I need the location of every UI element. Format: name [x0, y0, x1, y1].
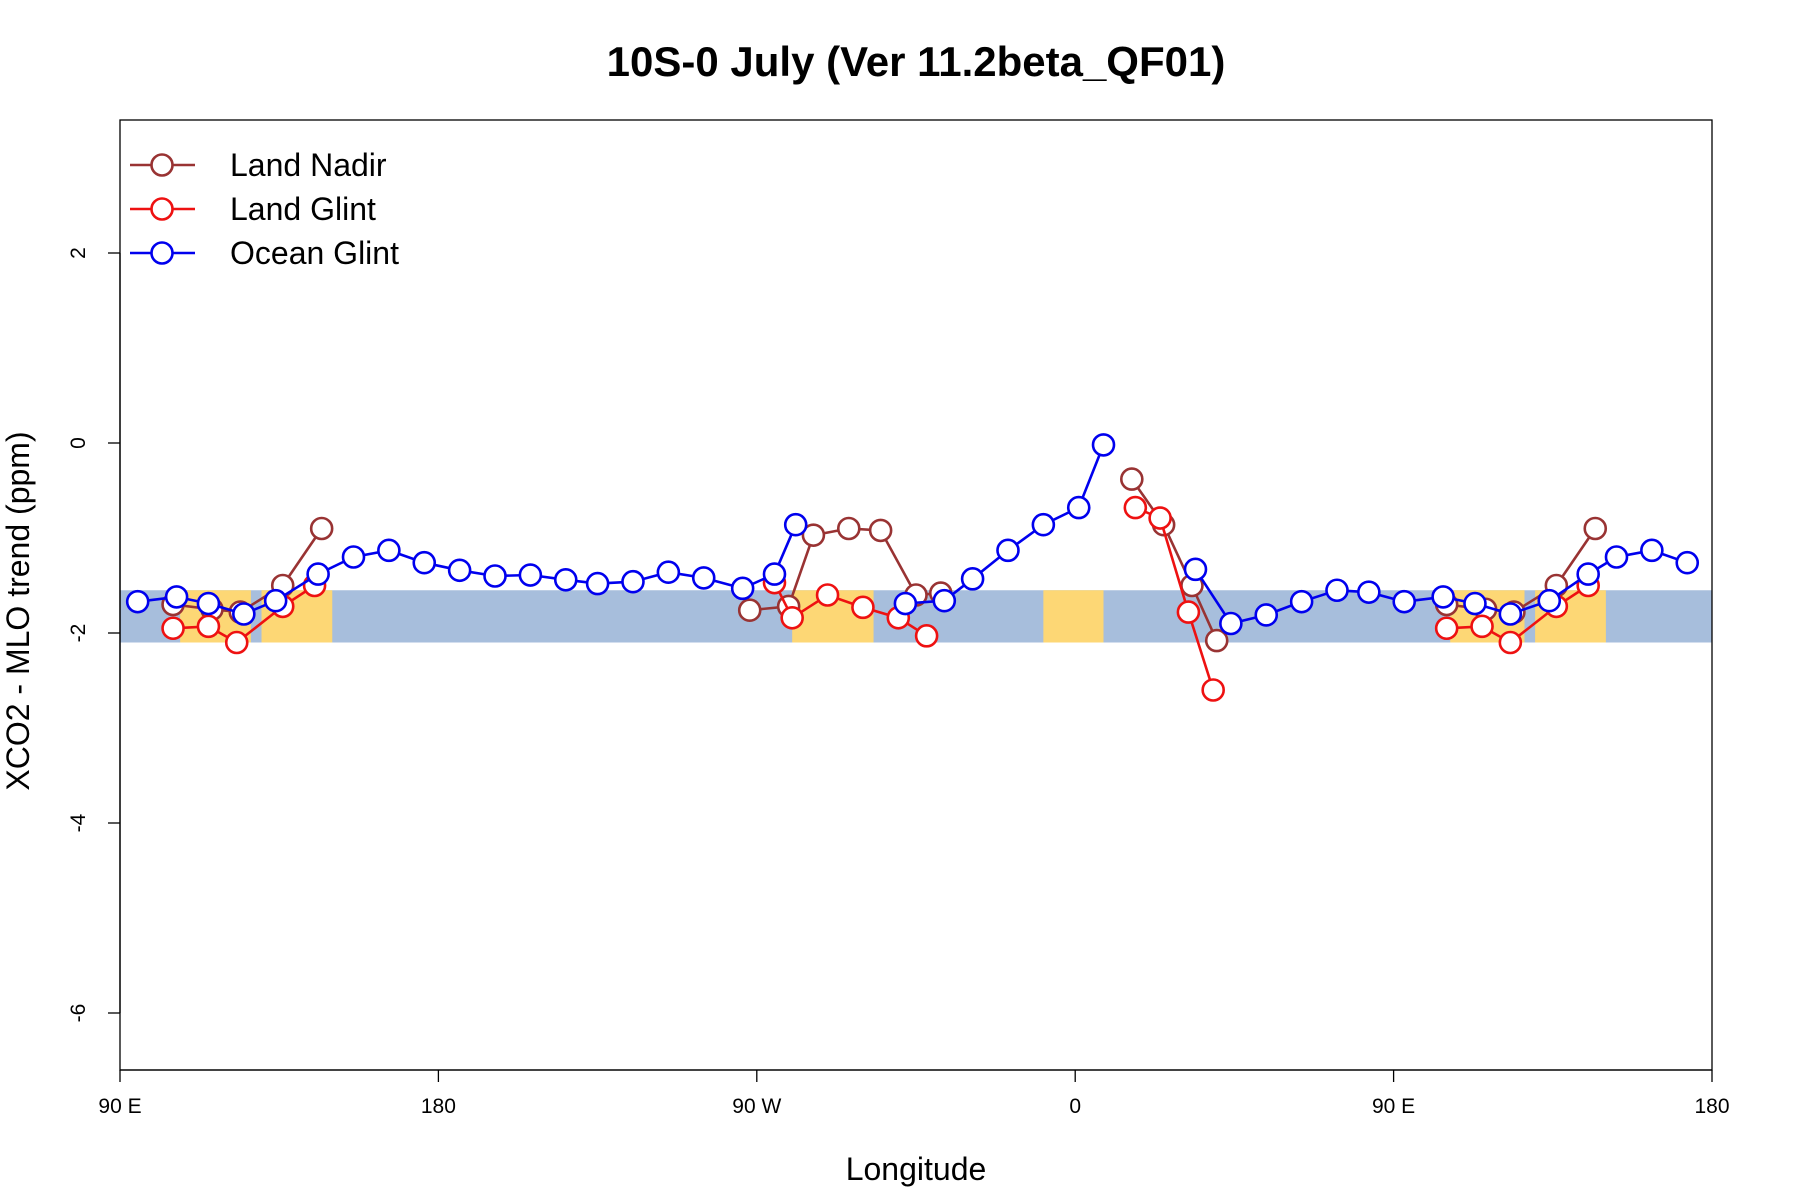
data-point	[306, 562, 330, 586]
data-point	[815, 583, 840, 607]
data-point	[656, 560, 681, 585]
data-point	[801, 523, 826, 547]
y-tick-label: -2	[67, 624, 90, 643]
data-point	[1498, 630, 1523, 655]
legend-label: Land Glint	[230, 191, 376, 227]
data-point	[309, 516, 334, 541]
legend-label: Land Nadir	[230, 147, 387, 183]
data-point	[1289, 589, 1314, 614]
data-point	[1148, 506, 1172, 530]
series-line	[905, 444, 1105, 605]
x-axis-title: Longitude	[846, 1151, 987, 1187]
data-point	[1498, 602, 1523, 626]
legend-marker	[150, 241, 174, 265]
data-point	[232, 602, 256, 626]
land-patch	[1043, 590, 1104, 643]
data-point	[621, 569, 645, 594]
data-point	[1201, 678, 1225, 702]
y-tick-label: 2	[67, 247, 90, 259]
data-point	[1176, 600, 1201, 624]
data-point	[893, 591, 918, 616]
data-point	[1357, 580, 1381, 604]
data-point	[1066, 495, 1091, 520]
data-point	[1640, 538, 1664, 563]
x-tick-label: 90 E	[1372, 1095, 1415, 1118]
x-tick-label: 180	[1694, 1095, 1729, 1118]
y-tick-label: -4	[67, 813, 90, 832]
y-tick-label: -6	[67, 1004, 90, 1023]
data-point	[1123, 495, 1148, 520]
data-point	[1675, 550, 1700, 575]
data-point	[1537, 588, 1562, 613]
data-point	[1583, 516, 1608, 541]
data-point	[161, 616, 185, 641]
data-point	[447, 558, 472, 583]
data-point	[196, 591, 221, 616]
data-point	[341, 545, 366, 569]
data-point	[196, 614, 221, 639]
data-point	[868, 518, 893, 543]
y-tick-label: 0	[67, 437, 90, 449]
data-point	[1392, 589, 1417, 614]
data-point	[377, 538, 401, 563]
data-point	[585, 571, 610, 596]
data-point	[1091, 433, 1116, 457]
series-line	[1134, 506, 1215, 691]
data-point	[1470, 614, 1494, 639]
data-point	[1604, 545, 1629, 569]
data-point	[483, 564, 507, 588]
chart-title: 10S-0 July (Ver 11.2beta_QF01)	[607, 38, 1226, 85]
series-ocean-glint	[125, 433, 1700, 636]
data-point	[691, 566, 716, 590]
data-point	[783, 512, 808, 537]
data-point	[1576, 562, 1600, 586]
data-point	[762, 562, 787, 586]
data-point	[224, 630, 249, 655]
series-line	[1130, 478, 1218, 642]
data-point	[780, 605, 804, 630]
data-point	[1325, 578, 1349, 603]
data-series	[125, 433, 1700, 702]
data-point	[1183, 557, 1208, 582]
legend-marker	[150, 197, 174, 221]
x-tick-label: 0	[1069, 1095, 1081, 1118]
data-point	[1431, 585, 1455, 609]
legend-label: Ocean Glint	[230, 235, 399, 271]
data-point	[1219, 611, 1243, 636]
data-point	[1204, 628, 1229, 653]
data-point	[1031, 512, 1056, 537]
data-point	[553, 567, 578, 592]
y-axis-title: XCO2 - MLO trend (ppm)	[0, 431, 36, 790]
data-point	[164, 585, 189, 609]
data-point	[1254, 603, 1279, 627]
data-point	[125, 589, 150, 614]
legend: Land Nadir Land Glint Ocean Glint	[130, 147, 399, 271]
data-point	[1120, 467, 1144, 491]
data-point	[836, 516, 861, 541]
x-tick-label: 180	[421, 1095, 456, 1118]
x-tick-label: 90 W	[732, 1095, 781, 1118]
data-point	[518, 563, 543, 587]
data-point	[1434, 616, 1459, 641]
data-point	[914, 624, 939, 648]
axes: 90 E 180 90 W 0 90 E 180 2 0 -2 -4 -6	[67, 247, 1730, 1118]
data-point	[996, 538, 1020, 563]
data-point	[932, 588, 957, 613]
data-point	[730, 576, 755, 601]
data-point	[412, 550, 437, 575]
x-tick-label: 90 E	[98, 1095, 141, 1118]
legend-marker	[150, 153, 174, 177]
data-point	[960, 567, 985, 591]
data-point	[737, 598, 762, 623]
data-point	[1463, 591, 1487, 616]
data-point	[851, 595, 875, 620]
data-point	[263, 588, 288, 613]
